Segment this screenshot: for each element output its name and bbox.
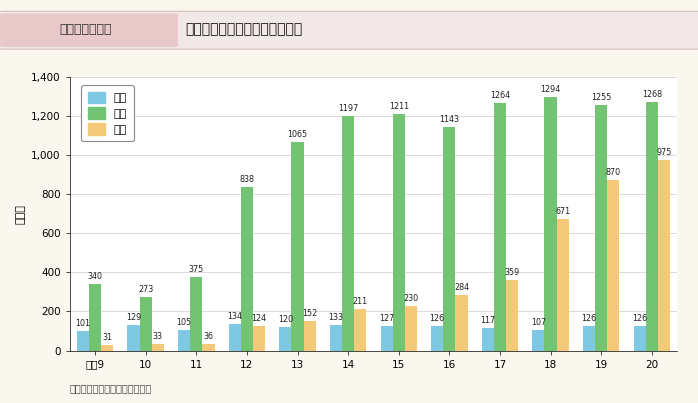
Text: 1294: 1294 [540, 85, 560, 94]
Text: 975: 975 [656, 148, 671, 157]
Text: 36: 36 [203, 332, 214, 341]
Bar [330, 324, 342, 351]
Bar [354, 310, 366, 351]
Bar [431, 326, 443, 351]
Text: 129: 129 [126, 314, 141, 322]
Bar [342, 116, 354, 351]
Bar [494, 103, 506, 351]
FancyBboxPatch shape [0, 13, 178, 47]
Bar [393, 114, 405, 351]
Bar [405, 305, 417, 351]
Bar [178, 330, 191, 351]
Y-axis label: （件）: （件） [15, 204, 26, 224]
Bar [89, 284, 101, 351]
Bar [658, 160, 670, 351]
Text: 127: 127 [379, 314, 394, 323]
Text: 31: 31 [102, 332, 112, 342]
Bar [229, 324, 241, 351]
Text: 359: 359 [505, 268, 520, 277]
Text: 134: 134 [228, 312, 242, 322]
Text: 1065: 1065 [288, 130, 308, 139]
Bar [101, 345, 113, 351]
Text: 133: 133 [329, 313, 343, 322]
Text: 1143: 1143 [439, 115, 459, 124]
Bar [140, 297, 151, 351]
Text: 1255: 1255 [591, 93, 611, 102]
Bar [583, 326, 595, 351]
Text: 1268: 1268 [641, 90, 662, 100]
Bar [544, 97, 556, 351]
Text: 152: 152 [302, 309, 318, 318]
Legend: 殺人, 傷害, 暴行: 殺人, 傷害, 暴行 [82, 85, 133, 141]
Text: 124: 124 [251, 314, 267, 323]
Bar [202, 344, 214, 351]
Bar [607, 180, 619, 351]
Text: 第１－５－４図: 第１－５－４図 [59, 23, 112, 36]
Text: 120: 120 [278, 315, 293, 324]
Text: 870: 870 [606, 168, 621, 177]
Text: 211: 211 [352, 297, 368, 306]
Text: 273: 273 [138, 285, 154, 294]
Bar [253, 326, 265, 351]
Bar [455, 295, 468, 351]
Bar [128, 325, 140, 351]
Text: 1211: 1211 [389, 102, 409, 111]
FancyBboxPatch shape [0, 11, 698, 49]
Bar [646, 102, 658, 351]
Bar [279, 327, 292, 351]
Text: 107: 107 [531, 318, 546, 327]
Text: 105: 105 [177, 318, 192, 327]
Bar [634, 326, 646, 351]
Bar [556, 219, 569, 351]
Bar [151, 344, 164, 351]
Bar [533, 330, 544, 351]
Text: 340: 340 [88, 272, 103, 281]
Bar [506, 280, 518, 351]
Text: 375: 375 [188, 265, 204, 274]
Bar [482, 328, 494, 351]
Text: 126: 126 [430, 314, 445, 323]
Bar [241, 187, 253, 351]
Text: 671: 671 [555, 207, 570, 216]
Bar [191, 277, 202, 351]
Text: 1264: 1264 [490, 91, 510, 100]
Bar [77, 331, 89, 351]
Bar [292, 142, 304, 351]
Bar [380, 326, 393, 351]
Text: 284: 284 [454, 283, 469, 292]
Text: 126: 126 [632, 314, 647, 323]
Text: 126: 126 [581, 314, 597, 323]
Text: 838: 838 [239, 174, 254, 184]
Bar [443, 127, 455, 351]
Text: 230: 230 [403, 294, 418, 303]
Text: 1197: 1197 [338, 104, 358, 113]
Bar [595, 105, 607, 351]
Text: 101: 101 [75, 319, 91, 328]
Bar [304, 321, 315, 351]
Text: （備考）警察庁資料より作成。: （備考）警察庁資料より作成。 [70, 383, 152, 393]
Text: 33: 33 [153, 332, 163, 341]
Text: 117: 117 [480, 316, 496, 325]
Text: 夫から妻への犯罪の検挙状況: 夫から妻への犯罪の検挙状況 [185, 23, 302, 36]
